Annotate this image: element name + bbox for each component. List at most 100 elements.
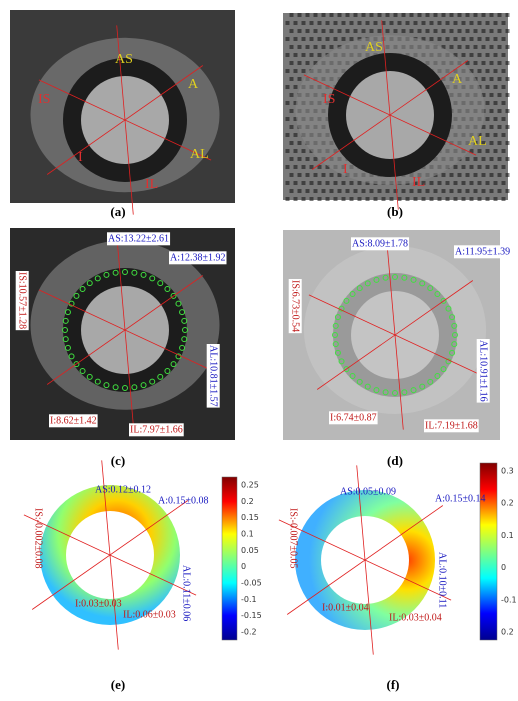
texture-cell	[289, 29, 294, 33]
segment-label: A:0.15±0.14	[435, 493, 486, 504]
texture-cell	[305, 29, 310, 33]
texture-cell	[497, 29, 502, 33]
tracking-point	[356, 285, 363, 292]
texture-cell	[377, 29, 382, 33]
texture-cell	[285, 37, 290, 41]
texture-cell	[289, 141, 294, 145]
texture-cell	[473, 29, 478, 33]
panel-caption: (a)	[110, 204, 125, 219]
tracking-point	[449, 314, 456, 321]
segment-label: AL:0.10±0.11	[437, 552, 448, 608]
texture-cell	[385, 29, 390, 33]
tracking-point	[149, 275, 156, 282]
tracking-point	[349, 373, 356, 380]
texture-cell	[297, 77, 302, 81]
texture-cell	[309, 37, 314, 41]
colorbar-tick-label: 0.25	[241, 481, 259, 490]
texture-cell	[505, 173, 510, 177]
texture-cell	[305, 13, 310, 17]
tracking-point	[112, 384, 119, 391]
texture-cell	[345, 189, 350, 193]
texture-cell	[477, 149, 482, 153]
texture-cell	[361, 13, 366, 17]
texture-cell	[309, 181, 314, 185]
texture-cell	[409, 13, 414, 17]
texture-cell	[505, 13, 510, 17]
colorbar-tick-label: 0.1	[241, 530, 254, 539]
tracking-point	[182, 327, 188, 333]
texture-cell	[493, 165, 498, 169]
segment-label: IL:0.06±0.03	[123, 609, 176, 620]
texture-cell	[397, 21, 402, 25]
texture-cell	[485, 101, 490, 105]
texture-cell	[301, 165, 306, 169]
texture-cell	[333, 21, 338, 25]
texture-cell	[329, 45, 334, 49]
texture-cell	[489, 141, 494, 145]
texture-cell	[501, 197, 506, 201]
texture-cell	[329, 29, 334, 33]
texture-cell	[449, 13, 454, 17]
texture-cell	[393, 189, 398, 193]
segment-label: I:0.03±0.03	[75, 598, 122, 609]
texture-cell	[501, 165, 506, 169]
texture-cell	[437, 37, 442, 41]
segment-line	[311, 60, 469, 170]
texture-cell	[421, 197, 426, 201]
texture-cell	[437, 181, 442, 185]
texture-cell	[285, 149, 290, 153]
texture-cell	[449, 29, 454, 33]
texture-cell	[445, 181, 450, 185]
texture-cell	[341, 21, 346, 25]
texture-cell	[493, 37, 498, 41]
texture-cell	[369, 13, 374, 17]
segment-label: I:6.74±0.87	[330, 412, 377, 423]
texture-cell	[325, 181, 330, 185]
texture-cell	[461, 165, 466, 169]
texture-cell	[325, 21, 330, 25]
tracking-point	[179, 309, 186, 316]
texture-cell	[389, 197, 394, 201]
panel-caption: (d)	[387, 453, 403, 468]
texture-cell	[493, 149, 498, 153]
texture-cell	[441, 13, 446, 17]
texture-cell	[493, 181, 498, 185]
colorbar-tick-label: -0.05	[241, 579, 262, 588]
texture-cell	[429, 21, 434, 25]
segment-label: AS	[365, 40, 383, 55]
texture-cell	[313, 189, 318, 193]
tracking-point	[170, 361, 177, 368]
panel: AS A IS AL I IL (b)	[283, 13, 510, 219]
texture-cell	[397, 197, 402, 201]
texture-cell	[425, 29, 430, 33]
texture-cell	[409, 29, 414, 33]
texture-cell	[457, 189, 462, 193]
tracking-point	[181, 317, 188, 324]
panel-caption: (b)	[387, 204, 403, 219]
tracking-point	[392, 274, 398, 280]
tracking-point	[62, 327, 68, 333]
panel: AS A IS AL I IL (a)	[10, 10, 235, 219]
segment-label: AL:10.81±1.57	[208, 345, 219, 407]
tracking-point	[94, 275, 101, 282]
texture-cell	[465, 45, 470, 49]
tracking-point	[364, 280, 371, 287]
tracking-point	[451, 341, 458, 348]
texture-cell	[433, 13, 438, 17]
texture-cell	[437, 197, 442, 201]
texture-cell	[425, 189, 430, 193]
texture-cell	[341, 37, 346, 41]
texture-cell	[501, 101, 506, 105]
tracking-point	[440, 366, 447, 373]
texture-cell	[441, 29, 446, 33]
texture-cell	[469, 181, 474, 185]
texture-cell	[285, 85, 290, 89]
texture-cell	[329, 13, 334, 17]
tracking-point	[94, 378, 101, 385]
texture-cell	[445, 197, 450, 201]
texture-cell	[381, 197, 386, 201]
texture-cell	[481, 125, 486, 129]
segment-label: AL	[468, 134, 487, 149]
segment-label: A:11.95±1.39	[455, 246, 510, 257]
texture-cell	[289, 13, 294, 17]
